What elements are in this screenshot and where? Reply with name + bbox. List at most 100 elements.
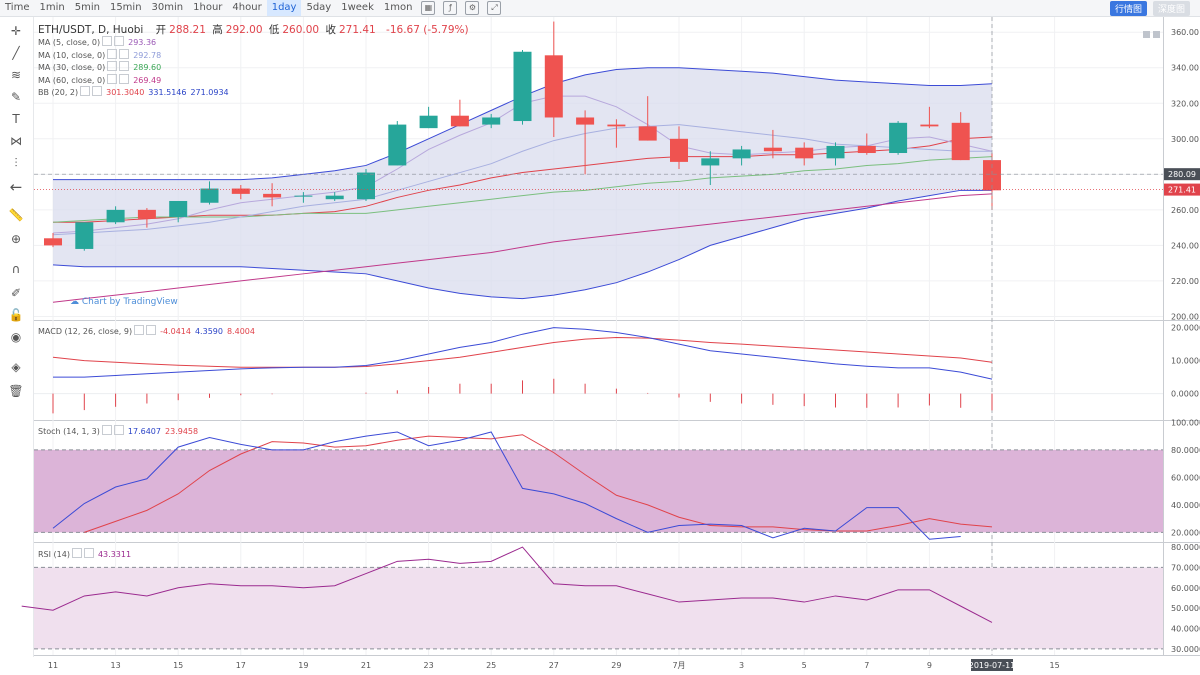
x-axis-label: 7: [864, 661, 869, 670]
candle-body: [419, 115, 438, 129]
pane-down-icon[interactable]: [1153, 31, 1160, 38]
fib-icon[interactable]: ≋: [10, 68, 22, 82]
pane-up-icon[interactable]: [1143, 31, 1150, 38]
stoch-tick-label: 20.0000: [1171, 528, 1200, 537]
rsi-tick-label: 30.0000: [1171, 645, 1200, 654]
x-axis-label: 21: [361, 661, 371, 670]
legend-indicator-2[interactable]: MA (30, close, 0) 289.60: [38, 61, 161, 74]
candle-body: [826, 145, 845, 159]
candle-body: [576, 117, 595, 125]
candle-body: [920, 124, 939, 127]
legend-stoch-settings-icon[interactable]: [113, 425, 124, 435]
legend-indicator-2-visibility-icon[interactable]: [107, 61, 118, 71]
trash-icon[interactable]: 🗑: [8, 384, 24, 398]
legend-rsi[interactable]: RSI (14) 43.3311: [38, 548, 131, 561]
candle-body: [638, 126, 657, 141]
candle-body: [450, 115, 469, 127]
interval-5day[interactable]: 5day: [306, 2, 332, 13]
legend-indicator-4[interactable]: BB (20, 2) 301.3040 331.5146 271.0934: [38, 86, 229, 99]
legend-indicator-2-settings-icon[interactable]: [119, 61, 130, 71]
legend-rsi-value: 43.3311: [97, 550, 132, 559]
candle-body: [951, 122, 970, 161]
crosshair-date-text: 2019-07-11: [969, 661, 1016, 670]
legend-indicator-4-value: 331.5146: [148, 88, 187, 97]
interval-1week[interactable]: 1week: [341, 2, 374, 13]
symbol-header: ETH/USDT, D, Huobi 开 288.21 高 292.00 低 260.…: [38, 22, 472, 37]
brush-icon[interactable]: ✎: [10, 90, 22, 104]
legend-macd-visibility-icon[interactable]: [134, 325, 145, 335]
x-axis-label: 15: [173, 661, 183, 670]
ruler-icon[interactable]: 📏: [8, 208, 24, 222]
legend-indicator-0-settings-icon[interactable]: [114, 36, 125, 46]
interval-30min[interactable]: 30min: [151, 2, 184, 13]
rsi-tick-label: 70.0000: [1171, 563, 1200, 572]
interval-1mon[interactable]: 1mon: [383, 2, 413, 13]
crosshair-price-badge: [1164, 168, 1200, 181]
change-value: -16.67 (-5.79%): [386, 24, 469, 36]
layers-icon[interactable]: ◈: [11, 360, 21, 374]
legend-rsi-visibility-icon[interactable]: [71, 548, 82, 558]
legend-indicator-2-value: 289.60: [133, 63, 162, 72]
drawing-toolbar: ✛ ╱ ≋ ✎ T ⋈ ⫶ ← 📏 ⊕ ∩ ✐ 🔓 ◉ ◈ 🗑: [0, 17, 34, 657]
trendline-icon[interactable]: ╱: [12, 46, 20, 60]
crosshair-icon[interactable]: ✛: [10, 24, 22, 38]
candle-body: [513, 51, 532, 122]
legend-indicator-4-visibility-icon[interactable]: [80, 86, 91, 96]
legend-stoch-visibility-icon[interactable]: [101, 425, 112, 435]
interval-1min[interactable]: 1min: [39, 2, 65, 13]
settings-icon[interactable]: ⚙: [465, 1, 480, 15]
interval-5min[interactable]: 5min: [74, 2, 100, 13]
ma60-line: [52, 193, 993, 303]
arrow-back-icon[interactable]: ←: [9, 178, 23, 196]
candle-body: [137, 209, 156, 219]
bb-lower-line: [52, 189, 992, 300]
candle-body: [200, 188, 219, 203]
x-axis-label: 29: [611, 661, 621, 670]
candle-body: [889, 122, 908, 154]
kline-view-button[interactable]: 行情图: [1109, 1, 1147, 16]
pattern-icon[interactable]: ⋈: [10, 134, 22, 148]
legend-macd[interactable]: MACD (12, 26, close, 9) -4.0414 4.3590 8.40…: [38, 325, 255, 338]
legend-macd-settings-icon[interactable]: [146, 325, 157, 335]
stoch-tick-label: 40.0000: [1171, 501, 1200, 510]
lock-drawing-icon[interactable]: ✐: [10, 286, 22, 300]
legend-indicator-1[interactable]: MA (10, close, 0) 292.78: [38, 48, 161, 62]
x-axis-label: 11: [48, 661, 58, 670]
legend-indicator-3-visibility-icon[interactable]: [107, 73, 118, 84]
candle-body: [169, 200, 188, 217]
eye-icon[interactable]: ◉: [10, 330, 22, 344]
zoom-icon[interactable]: ⊕: [10, 232, 22, 246]
interval-1day[interactable]: 1day: [266, 0, 302, 16]
legend-indicator-1-settings-icon[interactable]: [119, 48, 130, 59]
depth-view-button[interactable]: 深度图: [1152, 1, 1190, 16]
candle-body: [763, 147, 782, 152]
magnet-icon[interactable]: ∩: [11, 262, 21, 276]
prediction-icon[interactable]: ⫶: [14, 156, 18, 170]
price-tick-label: 240.00: [1171, 241, 1199, 250]
tradingview-watermark[interactable]: ☁ Chart by TradingView: [70, 297, 178, 307]
legend-rsi-label: RSI (14): [38, 550, 70, 559]
legend-indicator-0[interactable]: MA (5, close, 0) 293.36: [38, 36, 156, 49]
legend-indicator-3-settings-icon[interactable]: [119, 73, 130, 84]
lock-icon[interactable]: 🔓: [8, 308, 24, 322]
interval-1hour[interactable]: 1hour: [193, 2, 223, 13]
legend-rsi-settings-icon[interactable]: [83, 548, 94, 558]
legend-indicator-0-visibility-icon[interactable]: [102, 36, 113, 46]
chart-type-icon[interactable]: ▦: [421, 1, 436, 15]
legend-indicator-4-settings-icon[interactable]: [92, 86, 103, 96]
legend-stoch-label: Stoch (14, 1, 3): [38, 427, 100, 436]
candle-body: [294, 195, 313, 197]
close-value: 271.41: [338, 24, 376, 36]
macd-tick-label: 0.0000: [1171, 390, 1199, 399]
interval-15min[interactable]: 15min: [109, 2, 142, 13]
legend-indicator-1-visibility-icon[interactable]: [107, 48, 118, 59]
legend-stoch[interactable]: Stoch (14, 1, 3) 17.6407 23.9458: [38, 425, 198, 438]
interval-4hour[interactable]: 4hour: [232, 2, 262, 13]
indicator-icon[interactable]: ƒ: [443, 1, 458, 15]
fullscreen-icon[interactable]: ⤢: [487, 1, 502, 15]
high-label: 高: [212, 24, 223, 36]
text-icon[interactable]: T: [12, 112, 20, 126]
pane-controls: [1143, 31, 1160, 38]
legend-indicator-3[interactable]: MA (60, close, 0) 269.49: [38, 73, 161, 87]
